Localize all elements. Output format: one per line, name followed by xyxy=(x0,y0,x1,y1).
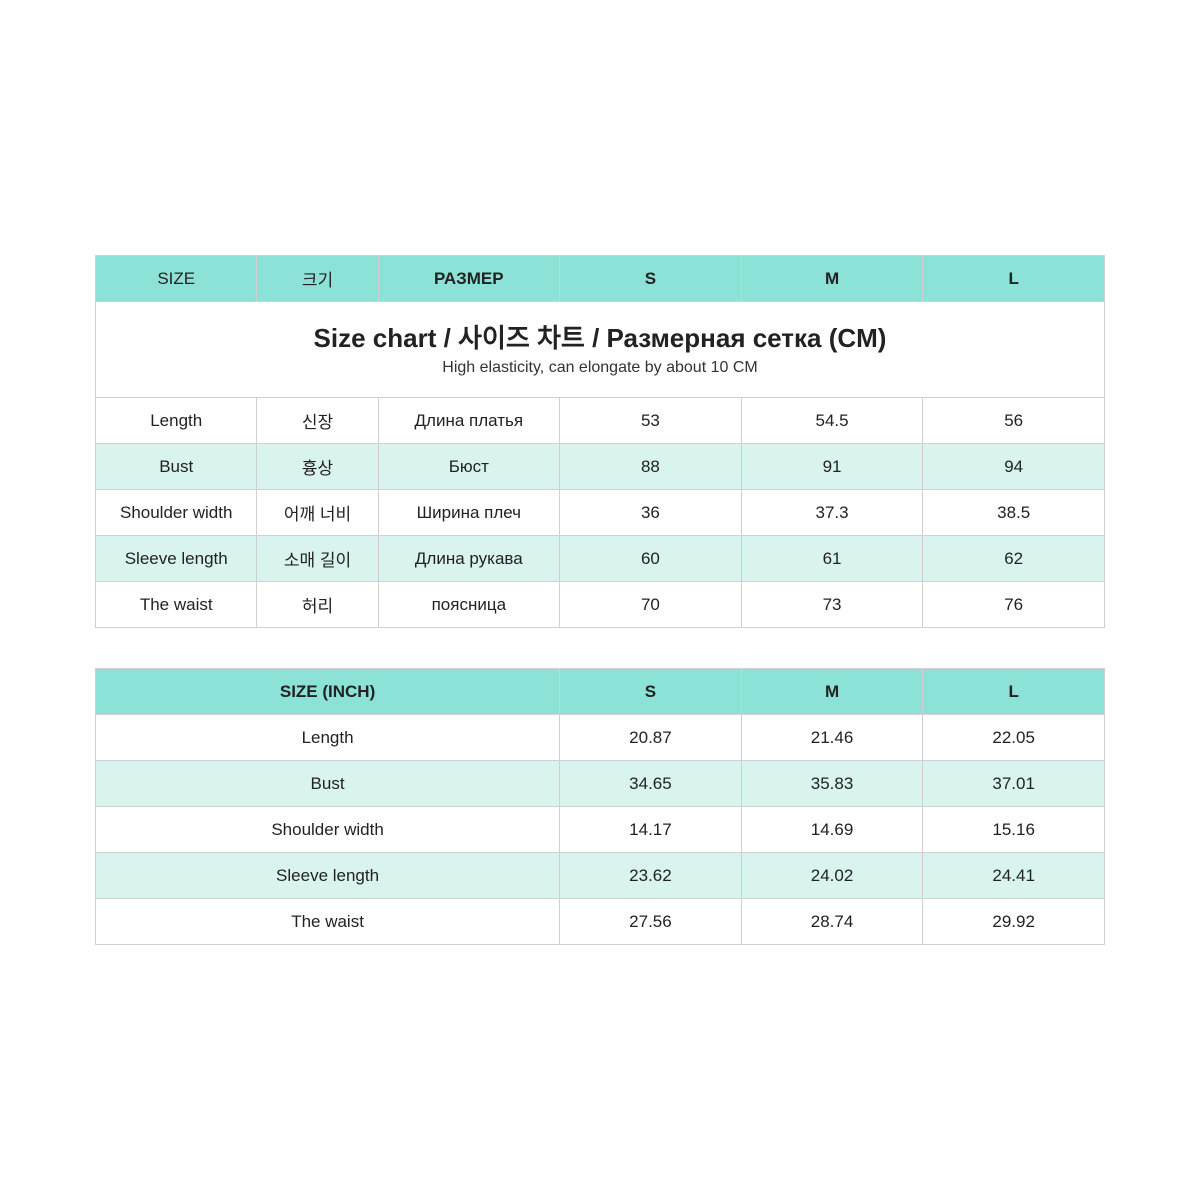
cell-l: 76 xyxy=(923,582,1105,628)
cell-l: 94 xyxy=(923,444,1105,490)
cell-s: 14.17 xyxy=(560,807,742,853)
cell-m: 28.74 xyxy=(741,899,923,945)
table-row: The waist 27.56 28.74 29.92 xyxy=(96,899,1105,945)
cell-s: 53 xyxy=(560,398,742,444)
header-size-en: SIZE xyxy=(96,256,257,302)
table-row: Bust 흉상 Бюст 88 91 94 xyxy=(96,444,1105,490)
cell-m: 24.02 xyxy=(741,853,923,899)
cell-s: 60 xyxy=(560,536,742,582)
cell-l: 37.01 xyxy=(923,761,1105,807)
header-size-inch: SIZE (INCH) xyxy=(96,669,560,715)
cell-kr: 어깨 너비 xyxy=(257,490,378,536)
header-size-kr: 크기 xyxy=(257,256,378,302)
header-s-inch: S xyxy=(560,669,742,715)
cell-m: 21.46 xyxy=(741,715,923,761)
table-row: Length 20.87 21.46 22.05 xyxy=(96,715,1105,761)
header-l: L xyxy=(923,256,1105,302)
cell-ru: Длина платья xyxy=(378,398,560,444)
cell-l: 62 xyxy=(923,536,1105,582)
cell-s: 34.65 xyxy=(560,761,742,807)
cell-label: Shoulder width xyxy=(96,807,560,853)
cell-m: 61 xyxy=(741,536,923,582)
cell-ru: Длина рукава xyxy=(378,536,560,582)
cell-s: 70 xyxy=(560,582,742,628)
cell-l: 15.16 xyxy=(923,807,1105,853)
table-row: Bust 34.65 35.83 37.01 xyxy=(96,761,1105,807)
table-row: The waist 허리 поясница 70 73 76 xyxy=(96,582,1105,628)
cell-l: 22.05 xyxy=(923,715,1105,761)
header-size-ru: РАЗМЕР xyxy=(378,256,560,302)
cell-m: 37.3 xyxy=(741,490,923,536)
cell-l: 29.92 xyxy=(923,899,1105,945)
cell-en: Shoulder width xyxy=(96,490,257,536)
table-row: Length 신장 Длина платья 53 54.5 56 xyxy=(96,398,1105,444)
table-row: Sleeve length 소매 길이 Длина рукава 60 61 6… xyxy=(96,536,1105,582)
title-row: Size chart / 사이즈 차트 / Размерная сетка (C… xyxy=(96,302,1105,398)
cell-m: 35.83 xyxy=(741,761,923,807)
header-row-inch: SIZE (INCH) S M L xyxy=(96,669,1105,715)
header-m: M xyxy=(741,256,923,302)
cell-l: 24.41 xyxy=(923,853,1105,899)
cell-s: 27.56 xyxy=(560,899,742,945)
cell-s: 88 xyxy=(560,444,742,490)
cell-s: 20.87 xyxy=(560,715,742,761)
cell-s: 23.62 xyxy=(560,853,742,899)
header-m-inch: M xyxy=(741,669,923,715)
cell-s: 36 xyxy=(560,490,742,536)
size-chart-cm-table: Size chart / 사이즈 차트 / Размерная сетка (C… xyxy=(95,255,1105,628)
cell-m: 73 xyxy=(741,582,923,628)
cell-en: Length xyxy=(96,398,257,444)
cell-kr: 소매 길이 xyxy=(257,536,378,582)
cell-en: Bust xyxy=(96,444,257,490)
table-row: Shoulder width 14.17 14.69 15.16 xyxy=(96,807,1105,853)
cell-ru: поясница xyxy=(378,582,560,628)
cell-m: 91 xyxy=(741,444,923,490)
cell-en: The waist xyxy=(96,582,257,628)
header-row-cm: SIZE 크기 РАЗМЕР S M L xyxy=(96,256,1105,302)
cell-l: 38.5 xyxy=(923,490,1105,536)
header-l-inch: L xyxy=(923,669,1105,715)
cell-label: Bust xyxy=(96,761,560,807)
cell-m: 54.5 xyxy=(741,398,923,444)
table-row: Shoulder width 어깨 너비 Ширина плеч 36 37.3… xyxy=(96,490,1105,536)
cell-ru: Ширина плеч xyxy=(378,490,560,536)
cell-m: 14.69 xyxy=(741,807,923,853)
cell-label: The waist xyxy=(96,899,560,945)
size-chart-inch-table: SIZE (INCH) S M L Length 20.87 21.46 22.… xyxy=(95,668,1105,945)
cell-label: Sleeve length xyxy=(96,853,560,899)
title-sub: High elasticity, can elongate by about 1… xyxy=(96,355,1104,391)
size-chart-container: Size chart / 사이즈 차트 / Размерная сетка (C… xyxy=(95,255,1105,945)
cell-label: Length xyxy=(96,715,560,761)
title-main: Size chart / 사이즈 차트 / Размерная сетка (C… xyxy=(96,318,1104,355)
table-row: Sleeve length 23.62 24.02 24.41 xyxy=(96,853,1105,899)
cell-kr: 흉상 xyxy=(257,444,378,490)
cell-kr: 허리 xyxy=(257,582,378,628)
cell-ru: Бюст xyxy=(378,444,560,490)
cell-l: 56 xyxy=(923,398,1105,444)
header-s: S xyxy=(560,256,742,302)
cell-en: Sleeve length xyxy=(96,536,257,582)
title-cell: Size chart / 사이즈 차트 / Размерная сетка (C… xyxy=(96,302,1105,398)
cell-kr: 신장 xyxy=(257,398,378,444)
